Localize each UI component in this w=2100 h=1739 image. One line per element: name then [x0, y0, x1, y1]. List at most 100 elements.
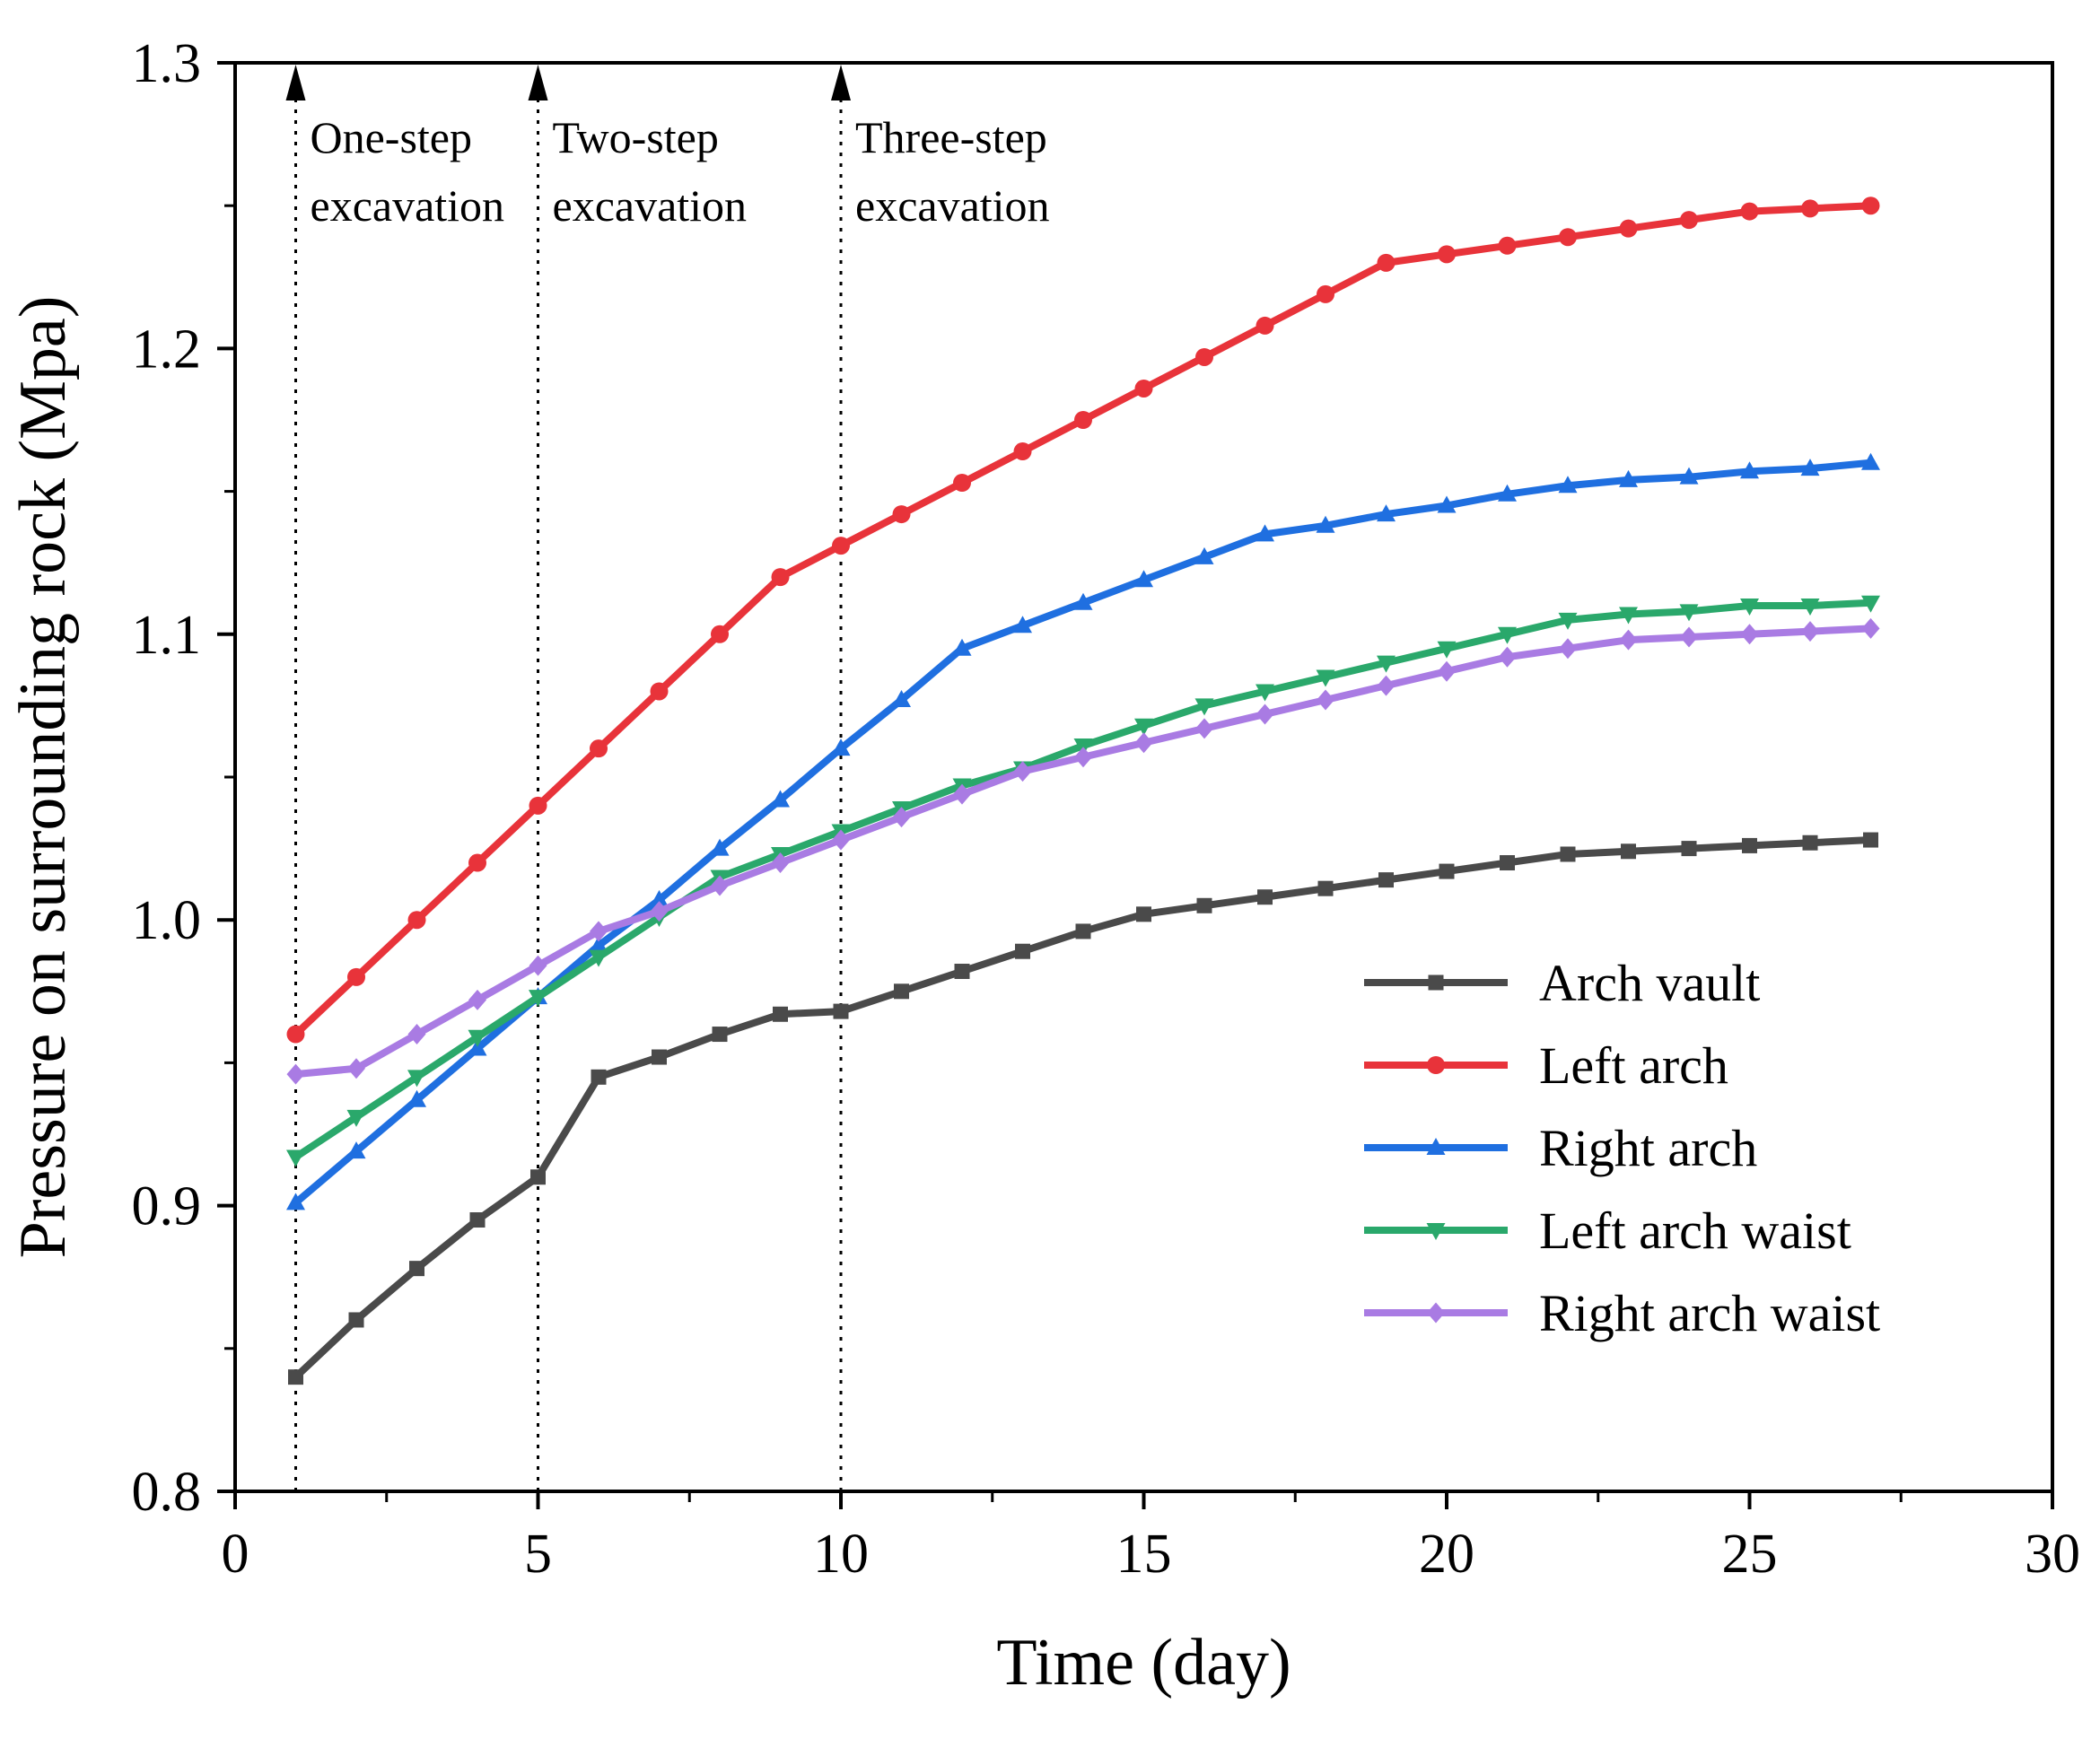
- data-point: [591, 1069, 607, 1085]
- data-point: [1438, 245, 1456, 264]
- plot-frame: [233, 61, 2054, 1493]
- data-point: [1074, 411, 1092, 429]
- data-point: [1317, 880, 1334, 896]
- y-axis-title: Pressure on surrounding rock (Mpa): [6, 296, 80, 1259]
- data-point: [1679, 604, 1699, 622]
- data-point: [1740, 461, 1759, 479]
- series-arch-vault: [288, 832, 1878, 1385]
- data-point: [1377, 655, 1396, 673]
- data-point: [347, 1058, 365, 1079]
- data-point: [1013, 616, 1032, 634]
- data-point: [892, 690, 911, 708]
- data-point: [1136, 906, 1151, 922]
- data-point: [589, 949, 608, 967]
- data-point: [1195, 347, 1213, 366]
- data-point: [712, 1027, 728, 1043]
- data-point: [1681, 841, 1697, 857]
- data-point: [1740, 202, 1759, 221]
- data-point: [1427, 1056, 1445, 1074]
- x-axis-title: Time (day): [996, 1626, 1291, 1700]
- data-point: [773, 1006, 788, 1022]
- data-point: [1317, 689, 1334, 711]
- stage-arrow-icon: [831, 65, 851, 100]
- series-right-arch: [286, 452, 1880, 1210]
- data-point: [286, 1149, 305, 1167]
- series-right-arch-waist: [286, 617, 1880, 1085]
- data-point: [1015, 943, 1030, 959]
- data-point: [1013, 761, 1032, 782]
- data-point: [952, 638, 972, 656]
- data-point: [1560, 846, 1576, 862]
- data-point: [468, 853, 486, 872]
- data-point: [1073, 592, 1093, 610]
- data-point: [771, 790, 790, 808]
- x-tick-label: 25: [1722, 1524, 1778, 1585]
- data-point: [832, 829, 850, 851]
- series-layer: [286, 197, 1880, 1385]
- data-point: [346, 1141, 366, 1159]
- data-point: [1316, 669, 1335, 687]
- data-point: [1256, 316, 1274, 335]
- data-point: [1256, 684, 1274, 702]
- data-point: [1074, 747, 1092, 768]
- data-point: [650, 682, 669, 701]
- data-point: [286, 1063, 305, 1085]
- data-point: [409, 1261, 424, 1277]
- stage-label: excavation: [311, 180, 505, 231]
- data-point: [1558, 476, 1578, 494]
- y-tick-label: 1.2: [132, 319, 202, 380]
- data-point: [1316, 515, 1335, 533]
- data-point: [286, 1193, 305, 1210]
- data-point: [407, 911, 426, 930]
- data-point: [1559, 638, 1577, 660]
- data-point: [831, 738, 851, 756]
- x-tick-label: 30: [2025, 1524, 2080, 1585]
- data-point: [1619, 219, 1638, 238]
- data-point: [771, 568, 790, 587]
- data-point: [1377, 504, 1396, 522]
- legend-label: Left arch waist: [1539, 1202, 1851, 1260]
- data-point: [1134, 732, 1153, 754]
- stage-label: excavation: [855, 180, 1050, 231]
- series-left-arch: [286, 197, 1880, 1044]
- data-point: [1680, 211, 1698, 230]
- data-point: [1861, 452, 1880, 470]
- data-point: [1742, 837, 1757, 853]
- data-point: [1498, 236, 1517, 255]
- data-point: [1619, 629, 1638, 651]
- data-point: [286, 1025, 305, 1044]
- data-point: [832, 537, 850, 555]
- data-point: [1256, 703, 1274, 725]
- x-axis: 0 5 10 15 20 25 30: [222, 1491, 2080, 1585]
- x-tick-label: 5: [524, 1524, 552, 1585]
- data-point: [954, 964, 970, 980]
- data-point: [1621, 843, 1636, 860]
- y-axis: 0.8 0.9 1.0 1.1 1.2 1.3: [132, 33, 235, 1523]
- y-tick-label: 1.1: [132, 605, 202, 666]
- legend-label: Right arch waist: [1539, 1284, 1880, 1342]
- x-tick-label: 0: [222, 1524, 249, 1585]
- data-point: [590, 739, 608, 758]
- legend-item: Right arch waist: [1364, 1284, 1880, 1342]
- data-point: [1378, 872, 1394, 888]
- data-point: [1680, 626, 1698, 648]
- data-point: [529, 796, 547, 815]
- data-point: [1134, 379, 1153, 398]
- x-tick-label: 15: [1116, 1524, 1172, 1585]
- data-point: [650, 901, 669, 922]
- data-point: [468, 1029, 487, 1047]
- data-point: [711, 875, 729, 896]
- legend-item: Left arch: [1364, 1036, 1728, 1095]
- data-point: [530, 1169, 546, 1185]
- data-point: [1377, 675, 1396, 696]
- data-point: [892, 807, 911, 828]
- data-point: [1498, 484, 1517, 502]
- data-point: [1619, 469, 1638, 487]
- data-point: [953, 474, 971, 493]
- data-point: [529, 955, 547, 976]
- data-point: [1679, 467, 1699, 485]
- data-point: [1427, 1302, 1445, 1324]
- data-point: [1195, 718, 1213, 739]
- data-point: [1558, 612, 1578, 630]
